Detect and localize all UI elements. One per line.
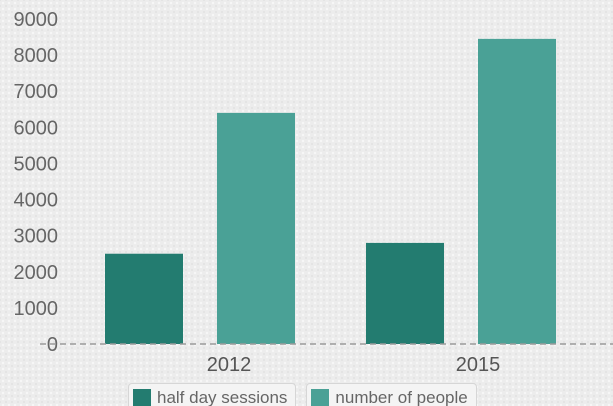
y-tick-label-0: 0 <box>47 334 58 356</box>
y-tick-label-4000: 4000 <box>14 190 59 212</box>
y-axis: 0 1000 2000 3000 4000 5000 6000 7000 8000 9000 <box>14 9 59 356</box>
x-axis: 2012 2015 <box>207 354 501 376</box>
bar-half-day-sessions-2012[interactable] <box>105 253 183 344</box>
bar-half-day-sessions-2015[interactable] <box>366 242 444 344</box>
y-tick-label-3000: 3000 <box>14 226 59 248</box>
y-tick-label-5000: 5000 <box>14 153 59 175</box>
legend-swatch-half-day-sessions <box>133 389 151 406</box>
legend-label-half-day-sessions: half day sessions <box>157 388 288 406</box>
x-tick-label-2015: 2015 <box>456 354 501 376</box>
legend-item-number-of-people[interactable]: number of people <box>306 383 477 406</box>
bar-number-of-people-2015[interactable] <box>478 38 556 344</box>
x-tick-label-2012: 2012 <box>207 354 252 376</box>
y-tick-label-9000: 9000 <box>14 9 59 31</box>
bars <box>105 38 556 344</box>
y-tick-label-1000: 1000 <box>14 298 59 320</box>
legend: half day sessions number of people <box>128 383 477 406</box>
y-tick-label-6000: 6000 <box>14 117 59 139</box>
legend-label-number-of-people: number of people <box>335 388 468 406</box>
y-tick-label-8000: 8000 <box>14 45 59 67</box>
legend-item-half-day-sessions[interactable]: half day sessions <box>128 383 297 406</box>
y-tick-label-7000: 7000 <box>14 81 59 103</box>
legend-swatch-number-of-people <box>311 389 330 406</box>
y-tick-label-2000: 2000 <box>14 262 59 284</box>
bar-number-of-people-2012[interactable] <box>217 112 295 344</box>
